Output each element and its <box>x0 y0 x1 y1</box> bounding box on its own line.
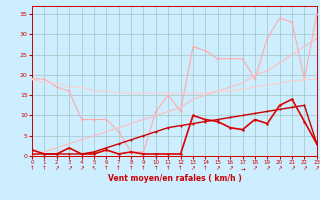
X-axis label: Vent moyen/en rafales ( km/h ): Vent moyen/en rafales ( km/h ) <box>108 174 241 183</box>
